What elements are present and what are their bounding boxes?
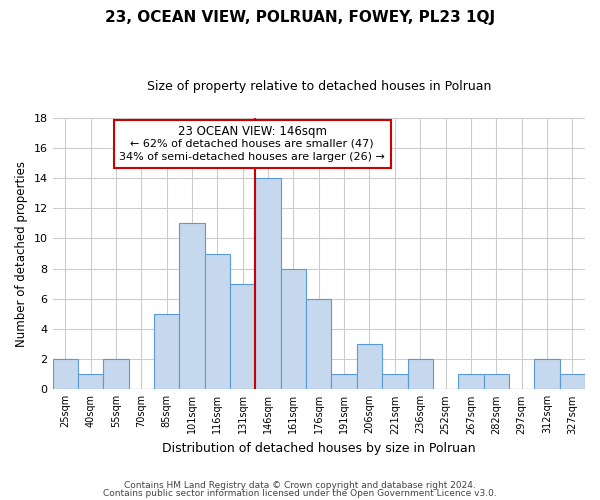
Text: Contains public sector information licensed under the Open Government Licence v3: Contains public sector information licen…: [103, 488, 497, 498]
Bar: [78, 374, 103, 390]
Bar: [382, 374, 407, 390]
Bar: [205, 254, 230, 390]
Bar: [534, 359, 560, 390]
Text: Contains HM Land Registry data © Crown copyright and database right 2024.: Contains HM Land Registry data © Crown c…: [124, 481, 476, 490]
Bar: [560, 374, 585, 390]
Bar: [484, 374, 509, 390]
Bar: [179, 224, 205, 390]
Text: ← 62% of detached houses are smaller (47): ← 62% of detached houses are smaller (47…: [130, 138, 374, 148]
Bar: [281, 268, 306, 390]
FancyBboxPatch shape: [114, 120, 391, 168]
Bar: [357, 344, 382, 390]
Text: 23 OCEAN VIEW: 146sqm: 23 OCEAN VIEW: 146sqm: [178, 124, 327, 138]
Bar: [256, 178, 281, 390]
X-axis label: Distribution of detached houses by size in Polruan: Distribution of detached houses by size …: [162, 442, 476, 455]
Bar: [407, 359, 433, 390]
Bar: [154, 314, 179, 390]
Bar: [458, 374, 484, 390]
Text: 23, OCEAN VIEW, POLRUAN, FOWEY, PL23 1QJ: 23, OCEAN VIEW, POLRUAN, FOWEY, PL23 1QJ: [105, 10, 495, 25]
Y-axis label: Number of detached properties: Number of detached properties: [15, 160, 28, 346]
Bar: [230, 284, 256, 390]
Title: Size of property relative to detached houses in Polruan: Size of property relative to detached ho…: [146, 80, 491, 93]
Bar: [103, 359, 128, 390]
Text: 34% of semi-detached houses are larger (26) →: 34% of semi-detached houses are larger (…: [119, 152, 385, 162]
Bar: [306, 299, 331, 390]
Bar: [53, 359, 78, 390]
Bar: [331, 374, 357, 390]
